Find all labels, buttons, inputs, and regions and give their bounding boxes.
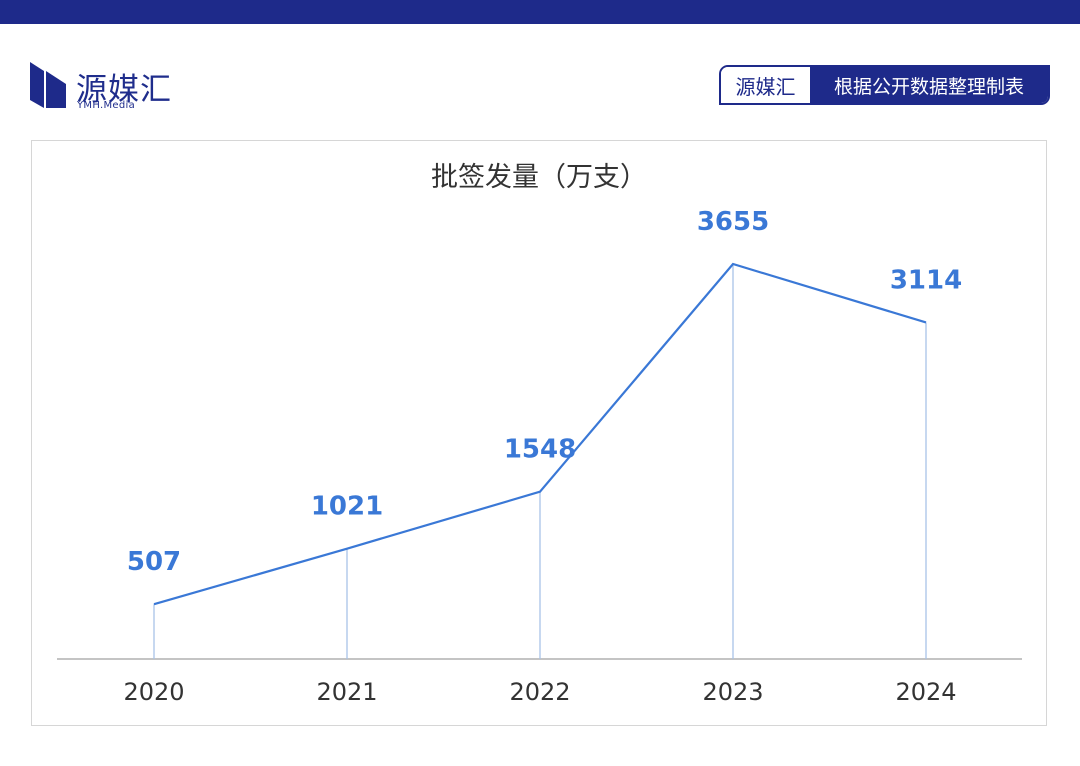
chart-frame: 批签发量（万支） 507 1021 1548 3655 3114 2020 2021 2022 2… bbox=[31, 140, 1047, 726]
data-label: 3114 bbox=[890, 265, 962, 295]
x-tick-label: 2024 bbox=[895, 678, 956, 706]
data-label: 1548 bbox=[504, 435, 576, 465]
source-brand: 源媒汇 bbox=[721, 67, 810, 103]
data-label: 1021 bbox=[311, 492, 383, 522]
source-tag: 源媒汇 根据公开数据整理制表 bbox=[719, 65, 1050, 105]
x-tick-label: 2020 bbox=[123, 678, 184, 706]
line-chart: 批签发量（万支） 507 1021 1548 3655 3114 2020 2021 2022 2… bbox=[57, 162, 1022, 706]
x-tick-label: 2023 bbox=[702, 678, 763, 706]
chart-title: 批签发量（万支） bbox=[431, 162, 647, 193]
logo-name: 源媒汇 bbox=[76, 72, 172, 108]
x-tick-label: 2021 bbox=[316, 678, 377, 706]
logo-subtitle: YMH.Media bbox=[77, 100, 135, 111]
top-banner bbox=[0, 0, 1080, 24]
logo-mark-icon bbox=[30, 62, 66, 108]
x-tick-label: 2022 bbox=[509, 678, 570, 706]
data-label: 507 bbox=[127, 547, 181, 577]
source-description: 根据公开数据整理制表 bbox=[810, 67, 1048, 103]
series-line bbox=[153, 262, 927, 606]
data-label: 3655 bbox=[697, 207, 769, 237]
